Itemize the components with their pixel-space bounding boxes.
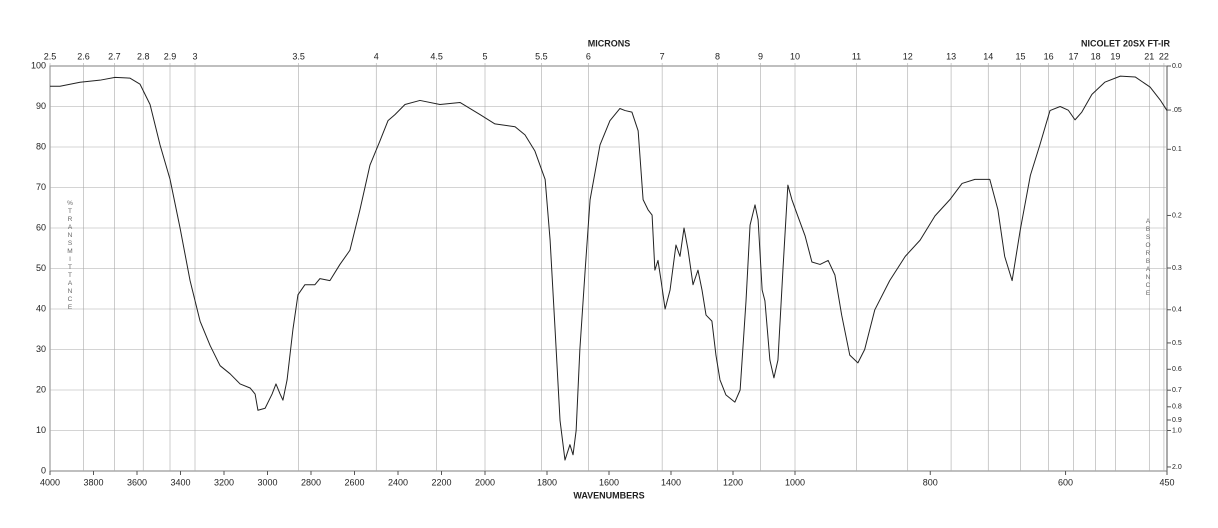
y2-tick-label: 0.2 (1172, 212, 1182, 219)
x2-tick-label: 10 (790, 51, 800, 61)
x-tick-label: 1600 (599, 477, 619, 487)
x-tick-label: 2200 (431, 477, 451, 487)
x2-tick-label: 21 (1144, 51, 1154, 61)
y2-tick-label: 0.5 (1172, 340, 1182, 347)
x-tick-label: 450 (1159, 477, 1174, 487)
y-tick-label: 60 (36, 222, 46, 232)
x2-tick-label: 2.9 (164, 51, 177, 61)
x-tick-label: 2400 (388, 477, 408, 487)
x2-tick-label: 15 (1015, 51, 1025, 61)
x2-tick-label: 2.6 (77, 51, 90, 61)
y-tick-label: 50 (36, 263, 46, 273)
x-tick-label: 1000 (785, 477, 805, 487)
x2-tick-label: 5 (482, 51, 487, 61)
x2-tick-label: 7 (660, 51, 665, 61)
x-tick-label: 3400 (170, 477, 190, 487)
x2-tick-label: 16 (1044, 51, 1054, 61)
x2-tick-label: 8 (715, 51, 720, 61)
y2-tick-label: 0.0 (1172, 63, 1182, 70)
y-axis-label: %TRANSMITTANCE (66, 200, 74, 312)
x2-tick-label: 2.7 (108, 51, 121, 61)
x2-tick-label: 6 (586, 51, 591, 61)
y2-tick-label: .05 (1172, 107, 1182, 114)
y-tick-label: 80 (36, 141, 46, 151)
x2-tick-label: 12 (903, 51, 913, 61)
y2-tick-label: 0.1 (1172, 146, 1182, 153)
x2-tick-label: 19 (1110, 51, 1120, 61)
x-tick-label: 3600 (127, 477, 147, 487)
y2-tick-label: 0.6 (1172, 366, 1182, 373)
x2-tick-label: 22 (1159, 51, 1169, 61)
y2-tick-label: 0.7 (1172, 387, 1182, 394)
y-tick-label: 20 (36, 384, 46, 394)
y-tick-label: 100 (31, 60, 46, 70)
y-tick-label: 40 (36, 303, 46, 313)
x-tick-label: 600 (1058, 477, 1073, 487)
x-tick-label: 2800 (301, 477, 321, 487)
x2-axis-label: MICRONS (588, 38, 631, 48)
y2-axis-label: ABSORBANCE (1144, 218, 1152, 298)
x2-tick-label: 17 (1068, 51, 1078, 61)
y2-tick-label: 0.4 (1172, 307, 1182, 314)
y-tick-label: 10 (36, 425, 46, 435)
x-tick-label: 3800 (83, 477, 103, 487)
x-tick-label: 3000 (257, 477, 277, 487)
y-tick-label: 30 (36, 344, 46, 354)
x2-tick-label: 3 (192, 51, 197, 61)
x2-tick-label: 18 (1091, 51, 1101, 61)
x-tick-label: 800 (923, 477, 938, 487)
x-tick-label: 2600 (344, 477, 364, 487)
x-tick-label: 2000 (475, 477, 495, 487)
x-tick-label: 1200 (723, 477, 743, 487)
chart-title: NICOLET 20SX FT-IR (1081, 38, 1171, 48)
x2-tick-label: 3.5 (292, 51, 305, 61)
y2-tick-label: 0.3 (1172, 265, 1182, 272)
x2-tick-label: 11 (852, 51, 861, 61)
y-tick-label: 70 (36, 182, 46, 192)
y2-tick-label: 0.9 (1172, 417, 1182, 424)
y2-tick-label: 2.0 (1172, 464, 1182, 471)
x2-tick-label: 4 (374, 51, 379, 61)
x-tick-label: 4000 (40, 477, 60, 487)
y-tick-label: 90 (36, 101, 46, 111)
x-tick-label: 1400 (661, 477, 681, 487)
x-tick-label: 3200 (214, 477, 234, 487)
x2-tick-label: 9 (758, 51, 763, 61)
y2-tick-label: 1.0 (1172, 427, 1182, 434)
x2-tick-label: 2.5 (44, 51, 57, 61)
x-axis-label: WAVENUMBERS (573, 490, 644, 500)
x2-tick-label: 5.5 (535, 51, 548, 61)
spectrum-line (50, 75, 1168, 461)
x2-tick-label: 13 (946, 51, 956, 61)
y2-tick-label: 0.8 (1172, 404, 1182, 411)
x2-tick-label: 14 (983, 51, 993, 61)
x2-tick-label: 4.5 (430, 51, 443, 61)
y-tick-label: 0 (41, 465, 46, 475)
x-tick-label: 1800 (537, 477, 557, 487)
x2-tick-label: 2.8 (137, 51, 150, 61)
